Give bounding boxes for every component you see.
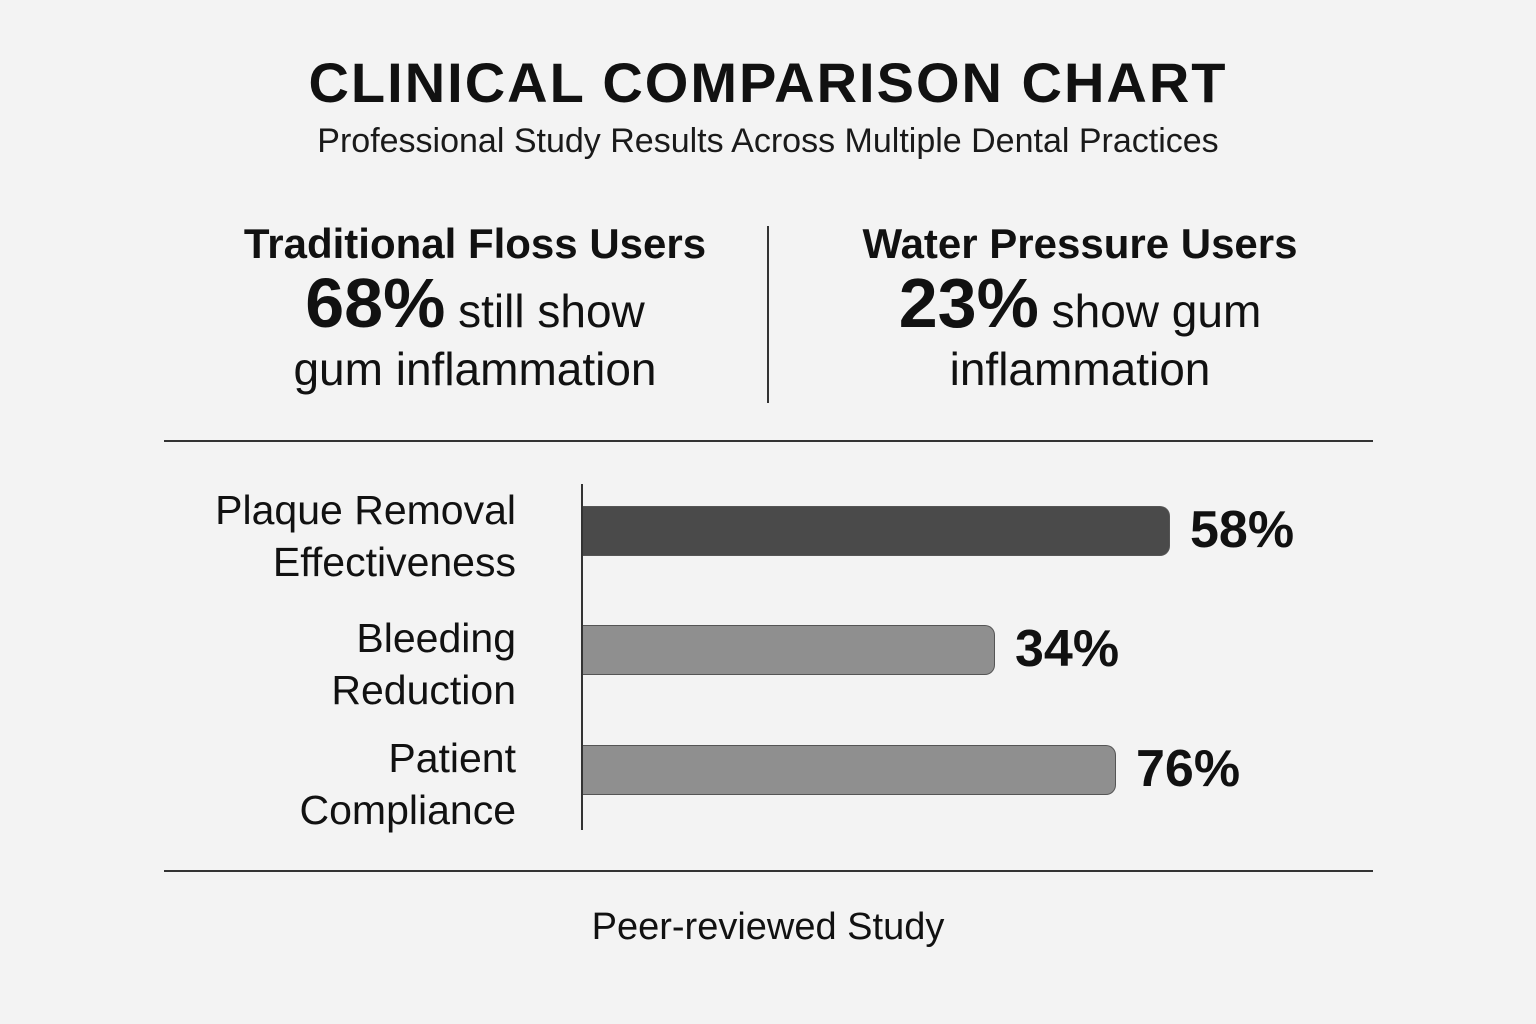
category-label-line: Effectiveness <box>272 539 516 585</box>
divider-bottom <box>164 870 1373 872</box>
y-axis-line <box>581 484 583 830</box>
category-label-line: Patient <box>388 735 516 781</box>
chart-subtitle: Professional Study Results Across Multip… <box>317 122 1219 160</box>
category-label: Patient Compliance <box>300 732 517 836</box>
bar <box>583 745 1116 795</box>
floss-users-panel: Traditional Floss Users 68% still show g… <box>195 220 755 398</box>
water-users-stat: 23% <box>898 264 1039 342</box>
water-users-text-1: show gum <box>1051 285 1262 337</box>
category-label: Plaque Removal Effectiveness <box>215 484 516 588</box>
bar-value-label: 76% <box>1136 740 1241 798</box>
water-users-panel: Water Pressure Users 23% show gum inflam… <box>800 220 1360 398</box>
category-label-line: Plaque Removal <box>215 487 516 533</box>
water-users-text-2: inflammation <box>949 343 1211 395</box>
category-label-line: Compliance <box>299 787 517 833</box>
column-divider <box>767 226 769 403</box>
bar <box>583 506 1170 556</box>
floss-users-stat: 68% <box>305 264 446 342</box>
floss-users-text-2: gum inflammation <box>293 343 657 395</box>
floss-users-text-1: still show <box>458 285 645 337</box>
footer-note: Peer-reviewed Study <box>591 906 945 948</box>
chart-title: CLINICAL COMPARISON CHART <box>308 51 1228 114</box>
water-users-heading: Water Pressure Users <box>862 220 1298 267</box>
bar <box>583 625 995 675</box>
divider-top <box>164 440 1373 442</box>
bar-value-label: 58% <box>1190 501 1295 559</box>
category-label: Bleeding Reduction <box>331 612 516 716</box>
bar-value-label: 34% <box>1015 620 1120 678</box>
category-label-line: Reduction <box>331 667 516 713</box>
floss-users-heading: Traditional Floss Users <box>243 220 707 267</box>
category-label-line: Bleeding <box>356 615 516 661</box>
